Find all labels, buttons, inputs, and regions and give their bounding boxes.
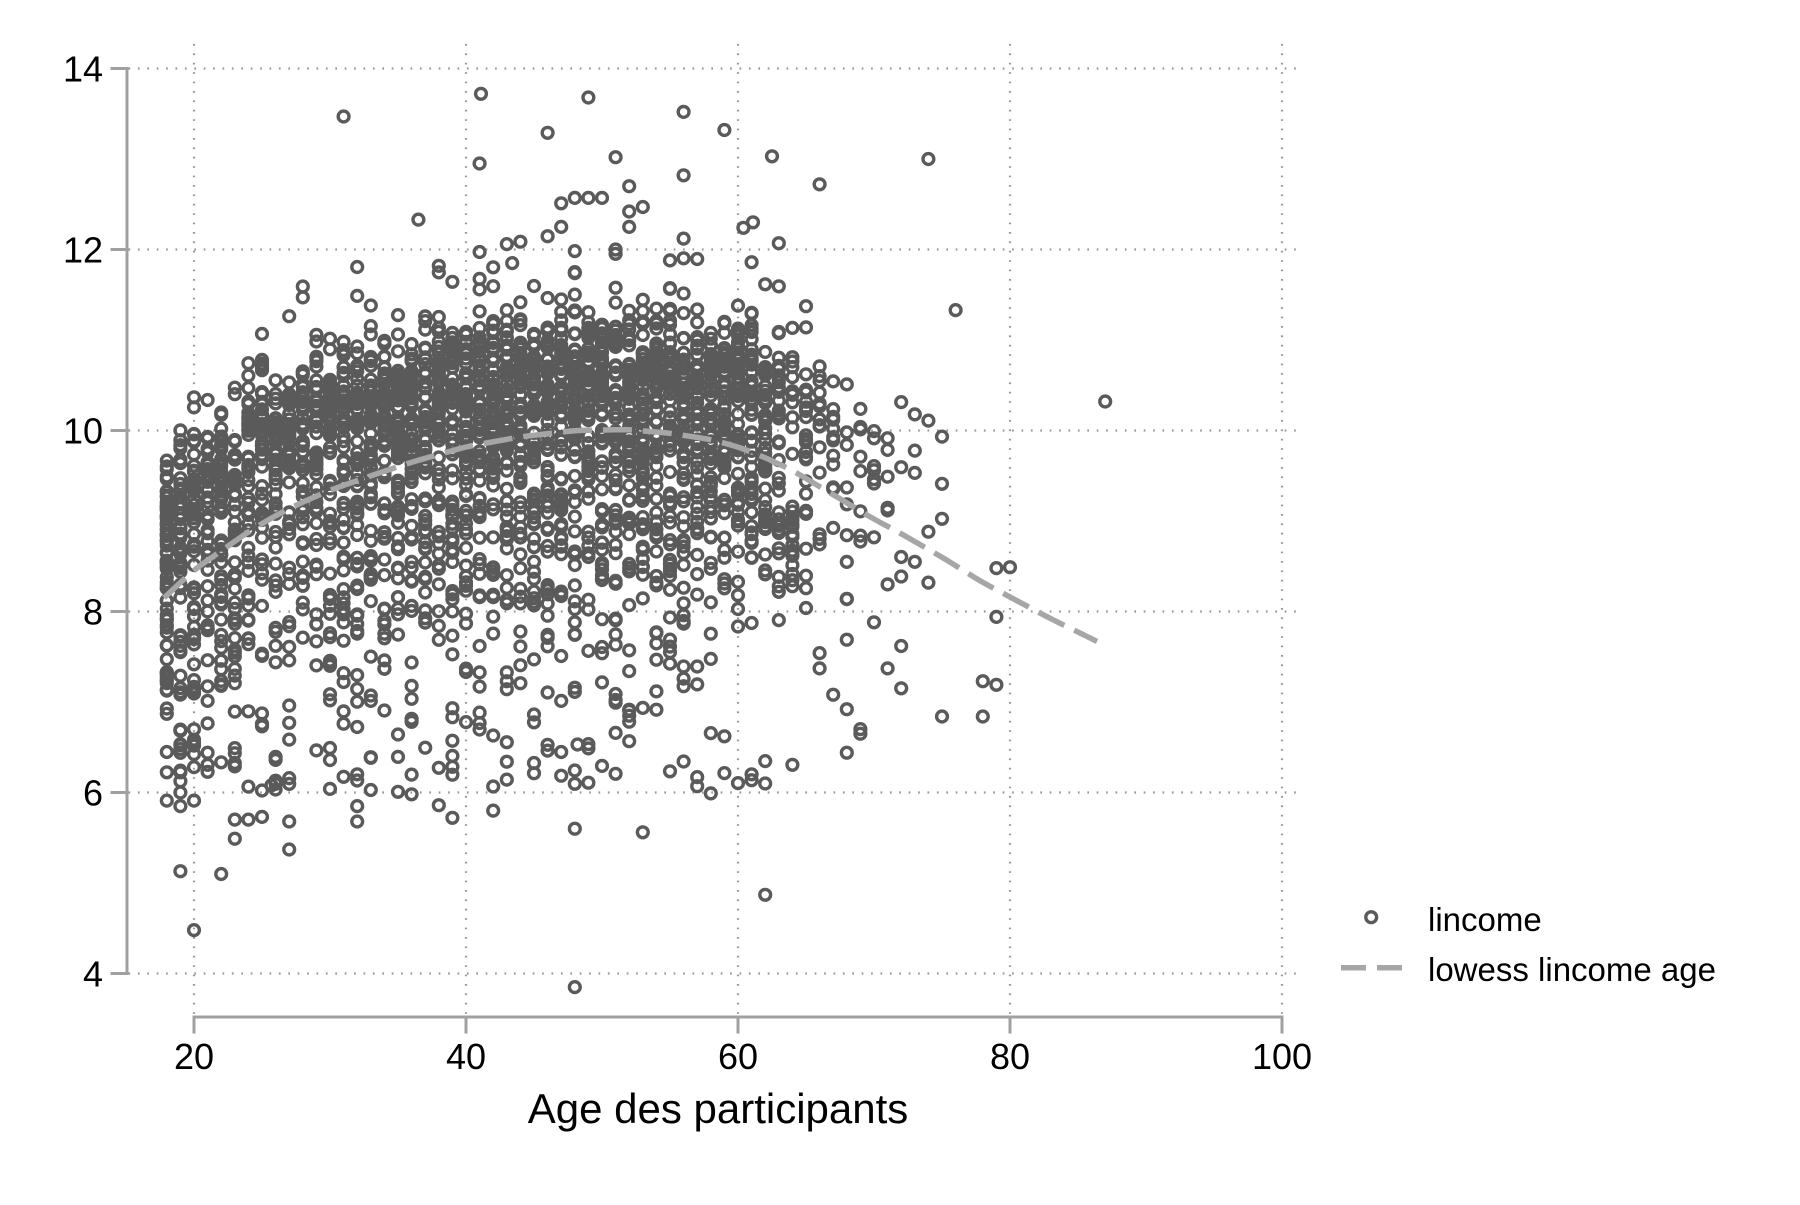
svg-text:12: 12 xyxy=(63,229,103,270)
svg-text:4: 4 xyxy=(83,953,103,994)
svg-text:8: 8 xyxy=(83,591,103,632)
svg-text:10: 10 xyxy=(63,410,103,451)
svg-text:20: 20 xyxy=(174,1036,214,1077)
svg-text:6: 6 xyxy=(83,772,103,813)
svg-text:14: 14 xyxy=(63,48,103,89)
svg-text:lincome: lincome xyxy=(1428,901,1542,938)
svg-text:lowess lincome age: lowess lincome age xyxy=(1428,951,1716,988)
svg-text:60: 60 xyxy=(718,1036,758,1077)
svg-text:40: 40 xyxy=(446,1036,486,1077)
svg-text:100: 100 xyxy=(1252,1036,1312,1077)
svg-text:80: 80 xyxy=(990,1036,1030,1077)
svg-text:Age des participants: Age des participants xyxy=(528,1085,909,1132)
